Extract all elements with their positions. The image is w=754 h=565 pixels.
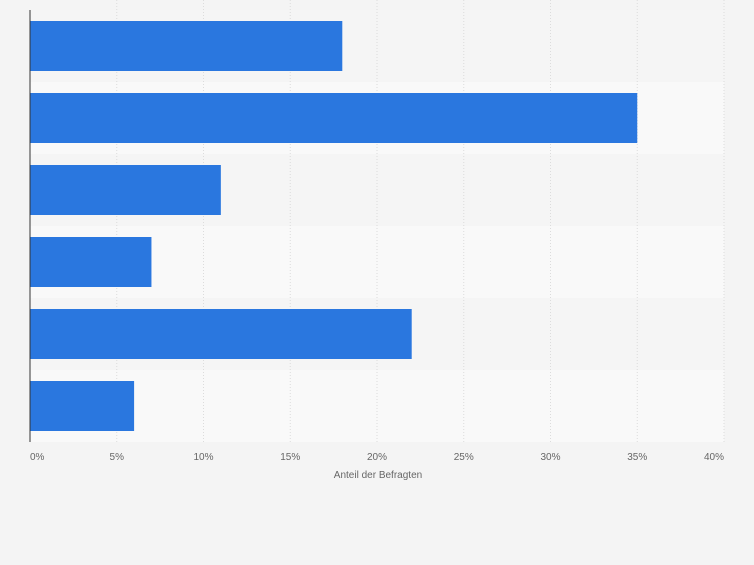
bar[interactable] [30,309,412,359]
x-tick-label: 15% [280,452,300,463]
bars [30,21,638,431]
x-tick-label: 30% [540,452,560,463]
bar[interactable] [30,381,135,431]
bar[interactable] [30,237,152,287]
bar[interactable] [30,93,638,143]
x-tick-labels: 0% 5% 10% 15% 20% 25% 30% 35% 40% [30,452,724,463]
bar[interactable] [30,21,343,71]
bar[interactable] [30,165,221,215]
x-tick-label: 25% [454,452,474,463]
x-axis-title: Anteil der Befragten [334,470,422,481]
x-tick-label: 20% [367,452,387,463]
x-tick-label: 0% [30,452,45,463]
x-tick-label: 10% [193,452,213,463]
x-tick-label: 35% [627,452,647,463]
x-tick-label: 40% [704,452,724,463]
x-tick-label: 5% [110,452,125,463]
